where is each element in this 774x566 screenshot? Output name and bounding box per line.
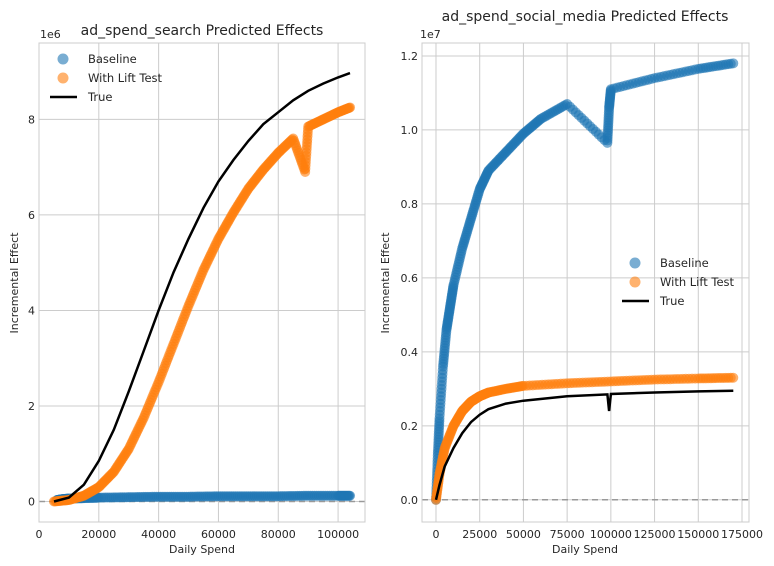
x-axis-label: Daily Spend [552,543,618,556]
x-tick-label: 0 [432,528,439,541]
x-tick-label: 40000 [141,528,176,541]
x-tick-label: 25000 [462,528,497,541]
series-with-lift-test [48,102,356,507]
legend: Baseline With Lift Test True [622,256,735,308]
x-ticks: 0 25000 50000 75000 100000 125000 150000 175000 [432,528,763,541]
y-tick-label: 1.2 [401,50,419,63]
legend-label: With Lift Test [660,275,735,289]
legend-swatch-baseline [57,53,69,65]
x-tick-label: 100000 [317,528,359,541]
x-tick-label: 100000 [590,528,632,541]
legend-swatch-baseline [629,257,641,269]
x-axis-label: Daily Spend [169,543,235,556]
x-tick-label: 80000 [261,528,296,541]
chart-title: ad_spend_social_media Predicted Effects [442,9,729,25]
y-tick-label: 6 [28,209,35,222]
series-true-line [434,389,734,501]
series-baseline [430,58,739,505]
legend-label: Baseline [660,256,709,270]
x-tick-label: 150000 [677,528,719,541]
legend-label: True [87,90,112,104]
plot-marks [422,58,749,505]
x-tick-label: 0 [36,528,43,541]
data-point [728,58,739,69]
x-ticks: 0 20000 40000 60000 80000 100000 [36,528,360,541]
x-tick-label: 75000 [550,528,585,541]
y-tick-label: 2 [28,400,35,413]
data-point [345,490,356,501]
legend-label: With Lift Test [88,71,163,85]
legend-swatch-with-lift-test [57,72,69,84]
y-tick-label: 4 [28,304,35,317]
y-tick-label: 8 [28,113,35,126]
data-point [728,372,739,383]
y-tick-label: 0 [28,495,35,508]
plot-frame [38,42,366,523]
data-point [345,102,356,113]
y-tick-label: 0.6 [401,272,419,285]
y-tick-label: 0.4 [401,346,419,359]
plot-frame [421,42,750,523]
y-ticks: 0.0 0.2 0.4 0.6 0.8 1.0 1.2 [401,50,419,507]
y-ticks: 0 2 4 6 8 [28,113,35,508]
chart-social-media: 0 25000 50000 75000 100000 125000 150000 175000… [379,9,763,556]
plot-marks [39,71,365,507]
legend: Baseline With Lift Test True [50,52,163,104]
series-with-lift-test [430,372,739,505]
x-tick-label: 20000 [81,528,116,541]
grid [38,43,365,522]
legend-label: True [659,294,684,308]
chart-search: 0 20000 40000 60000 80000 100000 0 2 4 6 8 ad_spe… [8,23,366,556]
y-offset-text: 1e6 [40,28,61,41]
series-true-line [53,71,351,503]
y-axis-label: Incremental Effect [379,232,392,334]
x-tick-label: 125000 [634,528,676,541]
x-tick-label: 50000 [506,528,541,541]
y-tick-label: 0.8 [401,198,419,211]
y-tick-label: 1.0 [401,124,419,137]
x-tick-label: 175000 [721,528,763,541]
legend-swatch-with-lift-test [629,276,641,288]
y-axis-label: Incremental Effect [8,232,21,334]
x-tick-label: 60000 [201,528,236,541]
y-tick-label: 0.2 [401,420,419,433]
legend-label: Baseline [88,52,137,66]
y-offset-text: 1e7 [420,28,441,41]
y-tick-label: 0.0 [401,494,419,507]
chart-title: ad_spend_search Predicted Effects [81,23,324,39]
